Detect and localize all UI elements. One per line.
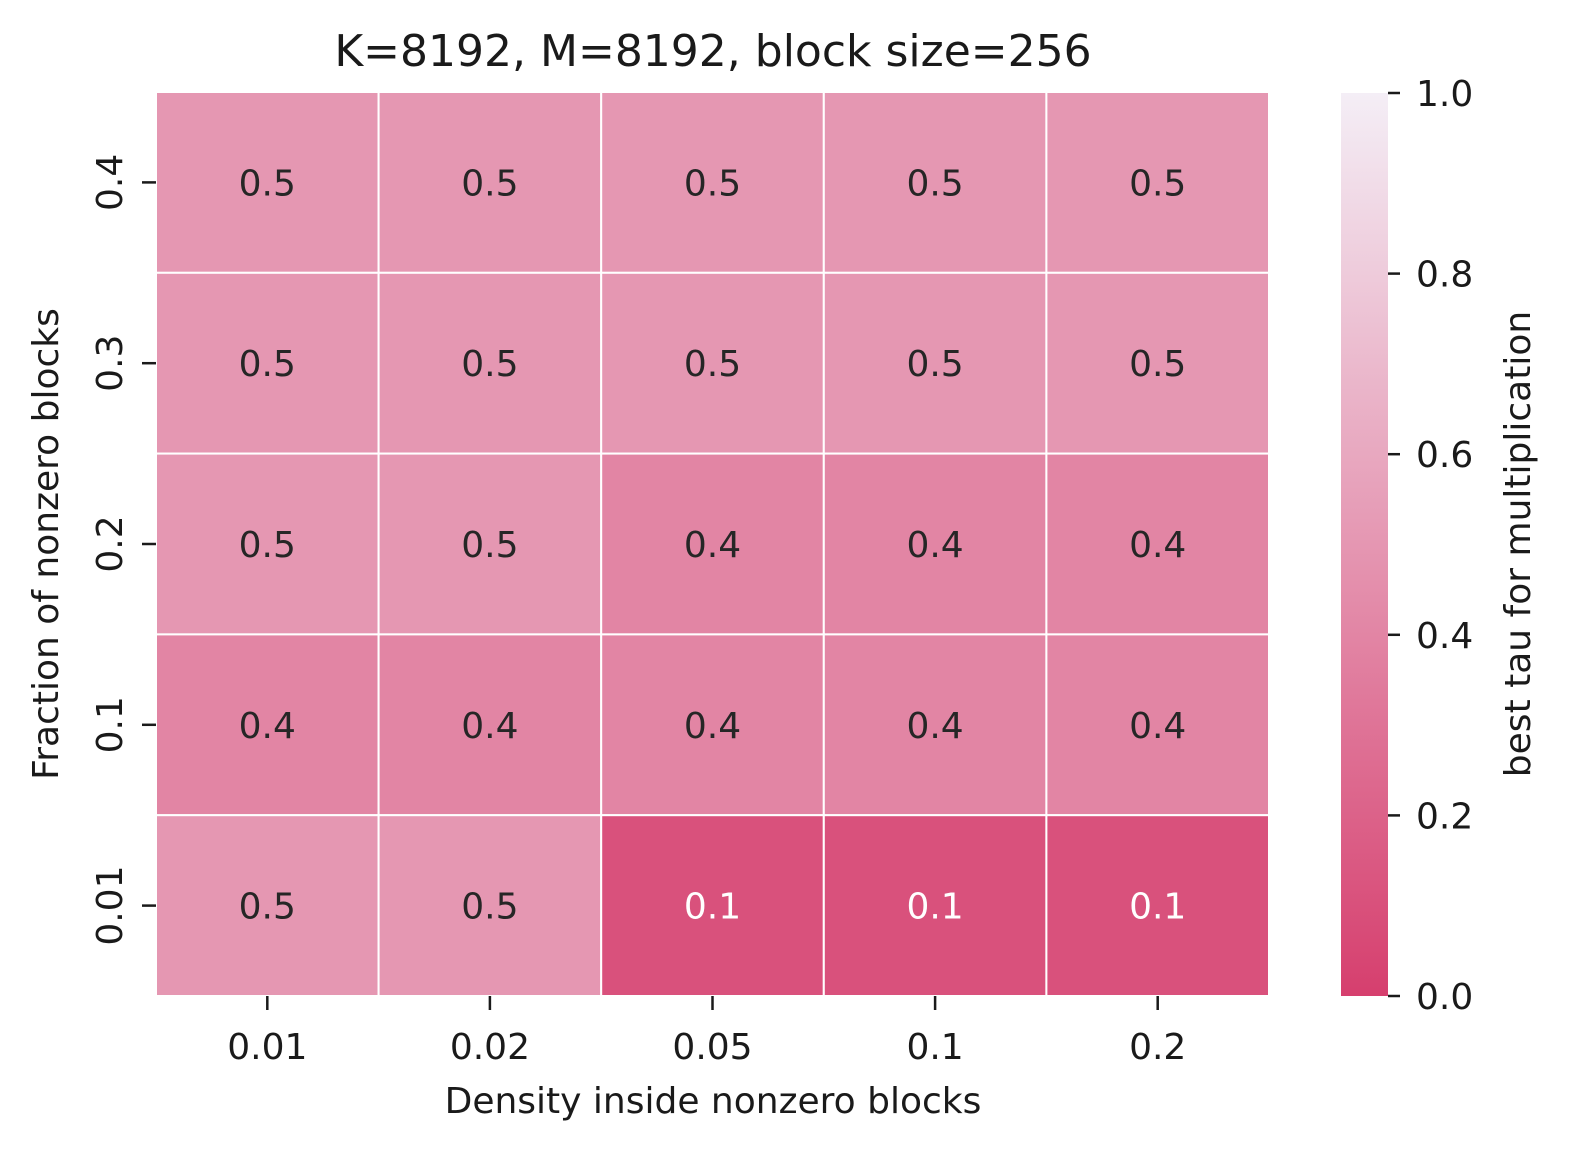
y-axis-ticks: 0.4 0.3 0.2 0.1 0.01 xyxy=(90,154,156,946)
x-tick-label: 0.1 xyxy=(906,1027,963,1068)
heatmap-cell xyxy=(377,452,603,636)
cell-value-label: 0.5 xyxy=(239,887,296,928)
cell-value-label: 0.5 xyxy=(461,163,518,204)
heatmap-cell xyxy=(600,814,825,998)
cell-value-label: 0.4 xyxy=(239,706,296,747)
heatmap-cell xyxy=(155,91,380,274)
cell-value-label: 0.5 xyxy=(906,344,963,385)
colorbar-tick-label: 0.0 xyxy=(1416,977,1473,1018)
heatmap-cell xyxy=(1045,633,1271,817)
cell-value-label: 0.5 xyxy=(1129,163,1186,204)
x-tick-label: 0.01 xyxy=(227,1027,307,1068)
cell-value-label: 0.5 xyxy=(906,163,963,204)
heatmap-cell xyxy=(1045,814,1271,998)
heatmap-cell xyxy=(1045,91,1271,274)
heatmap-cell xyxy=(1045,271,1271,455)
cell-value-label: 0.5 xyxy=(461,887,518,928)
heatmap-cell xyxy=(377,91,603,274)
heatmap-cell xyxy=(155,814,380,998)
heatmap-cell xyxy=(822,452,1048,636)
x-tick-label: 0.05 xyxy=(672,1027,752,1068)
heatmap-cell xyxy=(822,633,1048,817)
cell-value-label: 0.4 xyxy=(1129,525,1186,566)
cell-value-label: 0.5 xyxy=(1129,344,1186,385)
colorbar-tick-label: 0.4 xyxy=(1416,616,1473,657)
x-tick-label: 0.2 xyxy=(1129,1027,1186,1068)
y-tick-label: 0.01 xyxy=(90,866,131,946)
heatmap-cell xyxy=(155,271,380,455)
cell-value-label: 0.5 xyxy=(684,344,741,385)
cell-value-label: 0.1 xyxy=(1129,887,1186,928)
cell-value-label: 0.5 xyxy=(461,344,518,385)
cell-value-label: 0.4 xyxy=(684,525,741,566)
heatmap-cell xyxy=(1045,452,1271,636)
chart-title: K=8192, M=8192, block size=256 xyxy=(334,26,1091,77)
heatmap-cells: 0.5 0.5 0.5 0.5 0.5 0.5 0.5 0.5 0.5 0.5 0.5 0.5 0.4 0… xyxy=(155,91,1271,998)
heatmap-cell xyxy=(600,452,825,636)
heatmap-cell xyxy=(377,814,603,998)
heatmap-cell xyxy=(600,633,825,817)
cell-value-label: 0.5 xyxy=(239,344,296,385)
x-axis-ticks: 0.01 0.02 0.05 0.1 0.2 xyxy=(227,996,1186,1068)
colorbar-ticks: 0.0 0.2 0.4 0.6 0.8 1.0 xyxy=(1388,74,1473,1018)
cell-value-label: 0.5 xyxy=(239,525,296,566)
y-tick-label: 0.4 xyxy=(90,154,131,211)
cell-value-label: 0.5 xyxy=(461,525,518,566)
colorbar-tick-label: 0.6 xyxy=(1416,435,1473,476)
colorbar-tick-label: 0.8 xyxy=(1416,255,1473,296)
x-tick-label: 0.02 xyxy=(450,1027,530,1068)
heatmap-cell xyxy=(600,271,825,455)
colorbar-label: best tau for multiplication xyxy=(1498,311,1539,777)
y-tick-label: 0.3 xyxy=(90,335,131,392)
cell-value-label: 0.4 xyxy=(684,706,741,747)
heatmap-cell xyxy=(822,91,1048,274)
y-axis-label: Fraction of nonzero blocks xyxy=(26,308,67,780)
cell-value-label: 0.1 xyxy=(684,887,741,928)
colorbar-tick-label: 1.0 xyxy=(1416,74,1473,115)
x-axis-label: Density inside nonzero blocks xyxy=(445,1081,982,1122)
heatmap-cell xyxy=(377,633,603,817)
colorbar-tick-label: 0.2 xyxy=(1416,796,1473,837)
cell-value-label: 0.4 xyxy=(906,525,963,566)
colorbar xyxy=(1341,93,1388,996)
cell-value-label: 0.5 xyxy=(239,163,296,204)
cell-value-label: 0.4 xyxy=(906,706,963,747)
heatmap-cell xyxy=(600,91,825,274)
cell-value-label: 0.1 xyxy=(906,887,963,928)
cell-value-label: 0.5 xyxy=(684,163,741,204)
y-tick-label: 0.2 xyxy=(90,515,131,572)
cell-value-label: 0.4 xyxy=(1129,706,1186,747)
cell-value-label: 0.4 xyxy=(461,706,518,747)
y-tick-label: 0.1 xyxy=(90,696,131,753)
